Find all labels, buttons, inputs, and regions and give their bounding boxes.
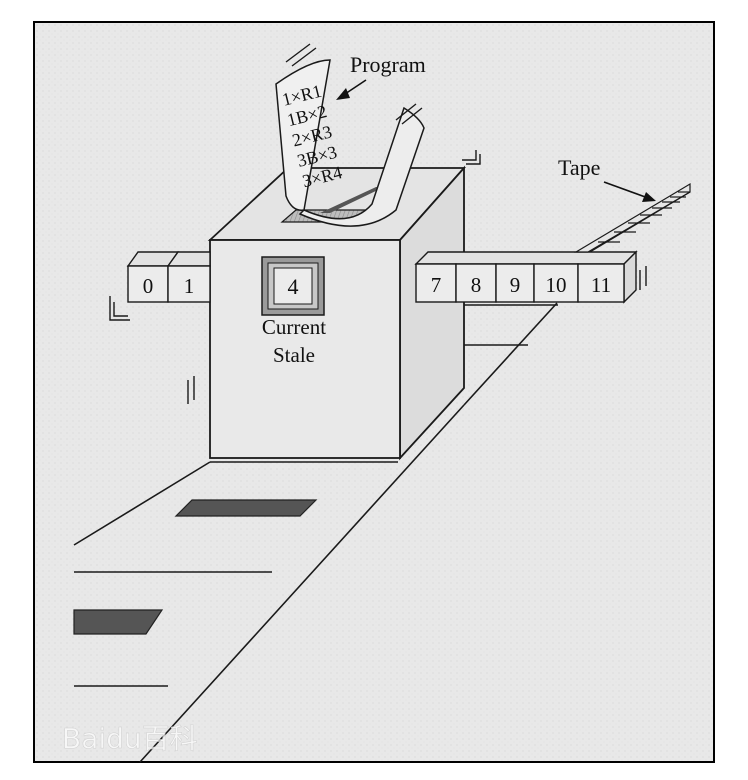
tape-cell-label: 1 <box>184 274 195 298</box>
current-state-label-line1: Current <box>262 315 326 339</box>
tape-cell-label: 11 <box>591 273 611 297</box>
floor-mark-lower <box>73 609 164 635</box>
program-arrow <box>336 79 367 100</box>
tape-cell <box>415 263 457 303</box>
tape-arrow <box>603 181 656 202</box>
program-paper <box>275 59 425 227</box>
current-state-window <box>261 256 325 316</box>
tape-cell <box>577 263 625 303</box>
floor-tape <box>73 302 558 763</box>
motion-marks <box>109 43 647 404</box>
current-state-label-line2: Stale <box>273 343 315 367</box>
tape-left <box>126 251 211 303</box>
tape-label: Tape <box>558 155 600 180</box>
program-label: Program <box>350 52 426 77</box>
tape-cell-label: 0 <box>143 274 154 298</box>
tape-cell-label: 10 <box>546 273 567 297</box>
tape-cell-label: 7 <box>431 273 442 297</box>
tape-cell-label: 9 <box>510 273 521 297</box>
tape-cell-label: 8 <box>471 273 482 297</box>
tape-cell <box>167 265 211 303</box>
tape-right <box>414 250 638 304</box>
watermark: Baidu百科 <box>62 722 198 755</box>
floor-mark-upper <box>174 499 318 517</box>
current-state-value: 4 <box>288 274 299 299</box>
tape-receding <box>573 182 691 253</box>
tape-cell <box>533 263 579 303</box>
